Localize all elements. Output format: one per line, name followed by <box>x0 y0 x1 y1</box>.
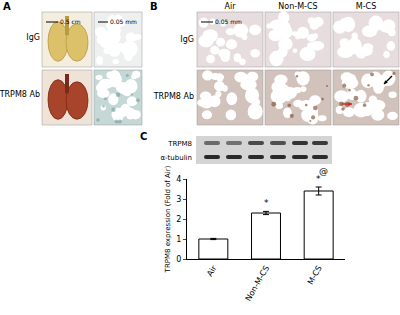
svg-text:4: 4 <box>176 175 181 184</box>
svg-text:Non-M-CS: Non-M-CS <box>278 2 317 11</box>
svg-text:B: B <box>150 1 158 12</box>
svg-text:*: * <box>264 198 269 208</box>
svg-text:TRPM8 Ab: TRPM8 Ab <box>153 92 194 101</box>
svg-text:A: A <box>3 1 11 12</box>
svg-text:IgG: IgG <box>26 33 40 42</box>
svg-text:Non-M-CS: Non-M-CS <box>244 264 271 303</box>
svg-text:1: 1 <box>176 235 181 244</box>
svg-text:IgG: IgG <box>180 35 194 44</box>
svg-text:2: 2 <box>176 215 181 224</box>
svg-text:0: 0 <box>176 255 181 264</box>
svg-text:TRPM8: TRPM8 <box>167 140 192 148</box>
svg-text:Air: Air <box>225 2 237 11</box>
svg-text:0.5 cm: 0.5 cm <box>60 18 81 25</box>
svg-text:C: C <box>140 131 147 142</box>
svg-text:0.05 mm: 0.05 mm <box>110 18 137 25</box>
svg-text:M-CS: M-CS <box>356 2 376 11</box>
svg-text:3: 3 <box>176 195 181 204</box>
svg-text:*: * <box>316 174 321 184</box>
svg-text:@: @ <box>319 166 328 176</box>
svg-text:Air: Air <box>205 263 219 278</box>
svg-text:TRPM8 expression (Fold of Air): TRPM8 expression (Fold of Air) <box>164 165 172 273</box>
svg-text:α-tubulin: α-tubulin <box>160 154 192 162</box>
svg-text:TRPM8 Ab: TRPM8 Ab <box>0 90 40 99</box>
svg-text:0.05 mm: 0.05 mm <box>215 18 242 25</box>
svg-text:M-CS: M-CS <box>306 264 324 286</box>
